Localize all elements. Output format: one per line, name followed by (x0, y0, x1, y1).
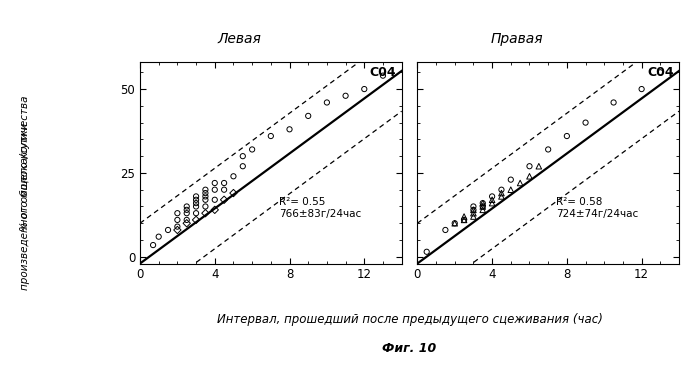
Point (218, 187, 230, 193)
Text: % от общего количества: % от общего количества (20, 95, 29, 231)
Point (148, 242, 159, 248)
Point (218, 197, 230, 203)
Point (477, 203, 489, 209)
Point (199, 194, 211, 199)
Point (162, 227, 174, 233)
Point (228, 173, 239, 179)
Text: Правая: Правая (491, 32, 543, 46)
Point (468, 207, 479, 213)
Point (440, 227, 451, 233)
Point (477, 200, 489, 206)
Point (181, 220, 193, 226)
Point (181, 210, 193, 216)
Point (199, 190, 211, 196)
Point (468, 214, 479, 220)
Point (228, 190, 239, 196)
Point (181, 203, 193, 209)
Point (608, 100, 620, 105)
Point (468, 203, 479, 209)
Point (199, 203, 211, 209)
Point (340, 93, 351, 99)
Point (421, 249, 433, 255)
Point (358, 86, 370, 92)
Point (580, 120, 592, 126)
Point (209, 207, 220, 213)
Point (302, 113, 314, 119)
Text: R²= 0.55
766±83г/24час: R²= 0.55 766±83г/24час (279, 197, 361, 219)
Point (458, 217, 470, 223)
Point (477, 207, 489, 213)
Point (449, 220, 461, 226)
Point (524, 173, 535, 179)
Point (172, 210, 183, 216)
Point (477, 203, 489, 209)
Point (561, 133, 573, 139)
Point (199, 210, 211, 216)
Point (190, 203, 202, 209)
Point (218, 180, 230, 186)
Point (468, 207, 479, 213)
Point (636, 86, 648, 92)
Point (172, 227, 183, 233)
Point (486, 194, 498, 199)
Point (524, 163, 535, 169)
Point (505, 177, 517, 183)
Point (190, 197, 202, 203)
Point (377, 73, 388, 79)
Point (458, 217, 470, 223)
Point (190, 200, 202, 206)
Point (209, 197, 220, 203)
Point (496, 194, 507, 199)
Point (496, 187, 507, 193)
Point (209, 180, 220, 186)
Point (199, 187, 211, 193)
Point (533, 163, 545, 169)
Point (458, 214, 470, 220)
Text: Левая: Левая (218, 32, 261, 46)
Text: произведенного молока/сутки: произведенного молока/сутки (20, 123, 29, 290)
Point (496, 190, 507, 196)
Text: R²= 0.58
724±74г/24час: R²= 0.58 724±74г/24час (556, 197, 638, 219)
Point (284, 126, 295, 132)
Point (468, 210, 479, 216)
Point (542, 146, 554, 152)
Point (172, 217, 183, 223)
Point (209, 187, 220, 193)
Point (654, 70, 666, 75)
Point (153, 234, 164, 240)
Point (181, 217, 193, 223)
Point (321, 100, 332, 105)
Point (237, 153, 248, 159)
Point (246, 146, 258, 152)
Point (237, 163, 248, 169)
Text: C04: C04 (370, 66, 396, 79)
Point (190, 194, 202, 199)
Point (172, 224, 183, 229)
Text: C04: C04 (647, 66, 674, 79)
Point (190, 217, 202, 223)
Point (199, 197, 211, 203)
Point (190, 210, 202, 216)
Point (265, 133, 276, 139)
Point (514, 180, 526, 186)
Point (181, 207, 193, 213)
Text: Интервал, прошедший после предыдущего сцеживания (час): Интервал, прошедший после предыдущего сц… (216, 313, 603, 326)
Point (486, 200, 498, 206)
Point (486, 197, 498, 203)
Point (449, 220, 461, 226)
Text: Фиг. 10: Фиг. 10 (382, 342, 437, 355)
Point (505, 187, 517, 193)
Point (477, 200, 489, 206)
